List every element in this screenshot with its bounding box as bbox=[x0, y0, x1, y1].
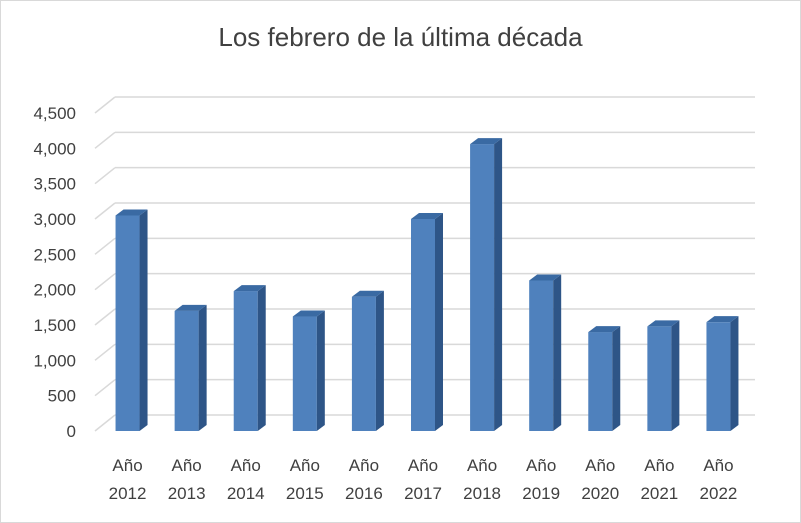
bar bbox=[351, 290, 384, 431]
bar bbox=[588, 326, 621, 431]
chart-title: Los febrero de la última década bbox=[218, 22, 583, 52]
x-tick-label: Año 2014 bbox=[227, 456, 265, 503]
x-tick-label: Año 2013 bbox=[168, 456, 206, 503]
y-tick-label: 3,000 bbox=[33, 210, 76, 229]
bar bbox=[174, 304, 207, 431]
x-tick-label: Año 2016 bbox=[345, 456, 383, 503]
y-tick-label: 3,500 bbox=[33, 175, 76, 194]
y-tick-label: 4,500 bbox=[33, 104, 76, 123]
bar bbox=[292, 310, 325, 431]
gridline bbox=[94, 166, 755, 185]
bar bbox=[529, 274, 562, 431]
y-tick-label: 1,500 bbox=[33, 316, 76, 335]
x-tick-label: Año 2019 bbox=[522, 456, 560, 503]
x-tick-label: Año 2017 bbox=[404, 456, 442, 503]
y-tick-label: 2,500 bbox=[33, 245, 76, 264]
gridline bbox=[94, 202, 755, 220]
bar bbox=[470, 138, 503, 432]
y-tick-label: 1,000 bbox=[33, 351, 76, 370]
bar bbox=[233, 285, 266, 431]
x-tick-label: Año 2021 bbox=[640, 456, 678, 503]
gridline bbox=[94, 131, 755, 149]
bar bbox=[647, 320, 680, 431]
x-tick-label: Año 2020 bbox=[581, 456, 619, 503]
y-tick-label: 500 bbox=[48, 387, 76, 406]
y-tick-label: 4,000 bbox=[33, 139, 76, 158]
bar bbox=[411, 213, 443, 431]
bar bbox=[115, 209, 148, 431]
x-tick-label: Año 2018 bbox=[463, 456, 501, 503]
x-tick-label: Año 2012 bbox=[109, 456, 147, 503]
x-tick-label: Año 2022 bbox=[700, 456, 738, 503]
bar bbox=[706, 316, 739, 431]
x-tick-label: Año 2015 bbox=[286, 456, 324, 503]
y-tick-label: 2,000 bbox=[33, 281, 76, 300]
gridline bbox=[94, 96, 755, 114]
y-tick-label: 0 bbox=[67, 422, 76, 441]
